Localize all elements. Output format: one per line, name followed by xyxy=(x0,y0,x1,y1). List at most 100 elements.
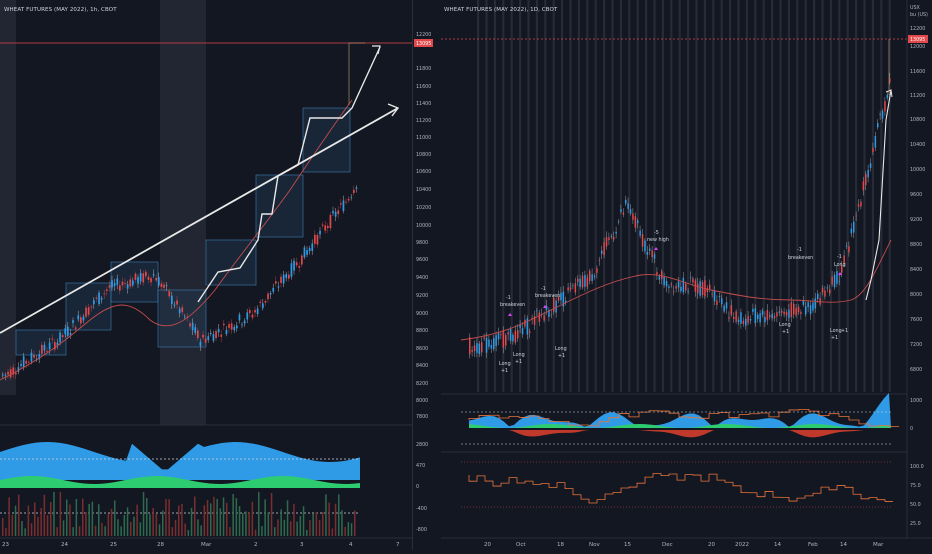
osc-tick: -400 xyxy=(416,506,427,512)
right-chart-pane[interactable]: -1 breakeven -1 breakeven -5 new high -1… xyxy=(441,0,932,550)
session-stripe xyxy=(577,0,580,392)
candle xyxy=(766,310,769,321)
volume-bar xyxy=(130,521,132,536)
candle xyxy=(485,338,488,353)
left-price-axis[interactable]: 12200 11800 11600 11400 11200 11000 1080… xyxy=(412,0,443,550)
candle xyxy=(838,280,841,282)
right-projection-path[interactable] xyxy=(865,89,892,301)
candle xyxy=(165,285,168,287)
volume-bar xyxy=(27,505,30,536)
candle xyxy=(749,318,752,321)
osc-tick: 25.0 xyxy=(910,521,921,527)
candle xyxy=(41,344,43,354)
volume-bar xyxy=(43,494,46,536)
candle xyxy=(236,325,238,329)
volume-bar xyxy=(190,507,193,536)
candle xyxy=(877,123,879,128)
x-tick: 20 xyxy=(708,542,715,548)
annotation: +1 xyxy=(558,353,565,359)
volume-bar xyxy=(200,525,202,536)
candle xyxy=(121,281,124,286)
candle xyxy=(69,332,72,335)
volume-bar xyxy=(94,525,97,536)
candle xyxy=(473,345,476,352)
candle xyxy=(93,300,95,305)
session-stripe xyxy=(779,0,782,392)
candle xyxy=(15,372,17,375)
candle xyxy=(855,215,857,217)
candle xyxy=(689,277,692,279)
left-chart-svg[interactable]: 23 24 25 28 Mar 2 3 4 7 xyxy=(0,0,412,550)
price-tick: 9400 xyxy=(416,275,428,281)
left-chart-pane[interactable]: 23 24 25 28 Mar 2 3 4 7 WHEAT FUTURES (M… xyxy=(0,0,412,550)
x-tick: Mar xyxy=(201,542,212,548)
volume-bar xyxy=(155,513,158,536)
price-tick: 9000 xyxy=(416,311,428,317)
session-stripe xyxy=(510,0,513,392)
candle xyxy=(509,328,512,341)
volume-bar xyxy=(242,513,244,536)
candle xyxy=(350,196,353,198)
annotation: Long xyxy=(555,346,567,352)
projection-path[interactable] xyxy=(197,46,381,303)
candle xyxy=(321,224,324,226)
candle xyxy=(259,301,262,303)
candle xyxy=(682,277,685,293)
annotation: breakeven xyxy=(788,255,813,261)
candle xyxy=(857,204,860,207)
signal-marker xyxy=(838,272,842,275)
right-x-ticks: 20 Oct 18 Nov 15 Dec 20 2022 14 Feb 14 M… xyxy=(484,542,884,548)
candle xyxy=(233,326,236,331)
candle xyxy=(46,351,48,353)
volume-bar xyxy=(210,503,212,536)
candle xyxy=(889,78,891,83)
candle xyxy=(28,361,30,363)
candle xyxy=(295,262,298,266)
candle xyxy=(184,316,186,318)
right-chart-svg[interactable]: -1 breakeven -1 breakeven -5 new high -1… xyxy=(441,0,932,550)
session-stripe xyxy=(754,0,757,392)
volume-bar xyxy=(139,522,142,536)
candle xyxy=(280,276,282,284)
price-tick: 11800 xyxy=(416,66,431,72)
candle xyxy=(191,322,194,331)
candle xyxy=(355,187,358,189)
candle xyxy=(737,319,740,323)
candle xyxy=(329,214,332,229)
candle xyxy=(82,316,85,321)
session-stripe xyxy=(745,0,748,392)
candle xyxy=(324,225,327,231)
candle xyxy=(38,354,41,360)
candle xyxy=(202,334,204,338)
session-stripe xyxy=(729,0,732,392)
volume-bar xyxy=(251,501,254,536)
volume-bar xyxy=(37,516,39,536)
candle xyxy=(841,265,843,273)
candle xyxy=(476,343,478,353)
candle xyxy=(685,283,687,291)
x-tick: 7 xyxy=(396,542,400,548)
session-stripe xyxy=(855,0,858,392)
volume-bar xyxy=(347,522,350,536)
session-stripe xyxy=(771,0,774,392)
volume-bar xyxy=(283,519,286,536)
volume-bar xyxy=(318,520,321,536)
right-current-price-badge xyxy=(908,35,928,43)
candle xyxy=(536,310,538,312)
price-tick: 8000 xyxy=(910,292,922,298)
trend-arrow-long[interactable] xyxy=(0,107,399,334)
candle xyxy=(139,272,142,282)
range-box xyxy=(15,329,67,356)
candle xyxy=(277,286,280,288)
candle xyxy=(469,337,471,355)
session-stripe xyxy=(838,0,841,392)
price-tick: 10400 xyxy=(416,187,431,193)
candle xyxy=(30,352,33,362)
candle xyxy=(483,337,485,339)
osc-tick: 8000 xyxy=(416,398,428,404)
candle xyxy=(620,209,622,212)
session-stripe xyxy=(527,0,530,392)
session-stripe xyxy=(695,0,698,392)
candle xyxy=(77,315,80,320)
osc-tick: 0 xyxy=(416,484,419,490)
